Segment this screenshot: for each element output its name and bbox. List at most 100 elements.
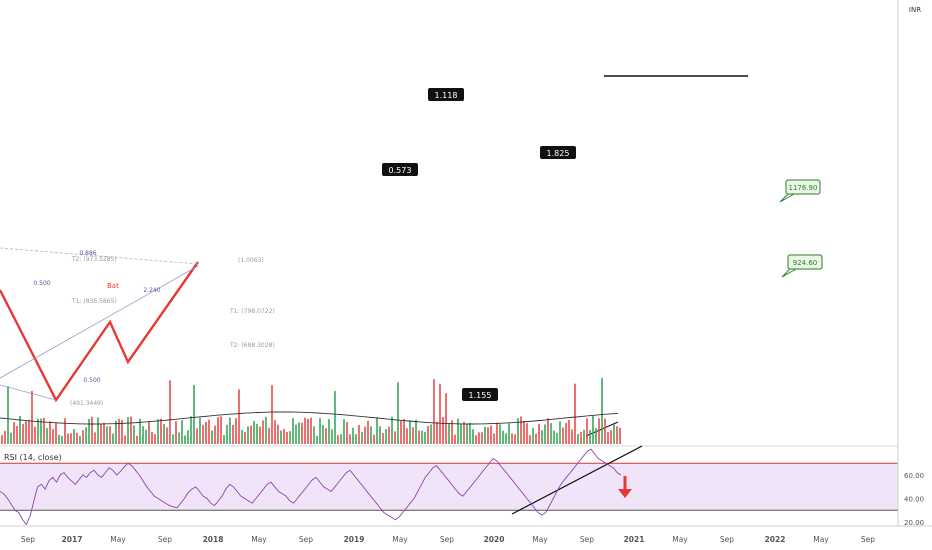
target-2-callout-box xyxy=(787,254,823,270)
volume-bar xyxy=(184,435,186,444)
volume-bar xyxy=(40,418,42,444)
volume-bar xyxy=(418,430,420,444)
volume-bar xyxy=(544,424,546,444)
time-tick-label: 2017 xyxy=(62,535,83,544)
volume-bar xyxy=(247,426,249,444)
volume-bar xyxy=(274,420,276,444)
volume-bar xyxy=(265,416,267,444)
volume-bar xyxy=(217,417,219,444)
volume-ma-line xyxy=(0,411,619,425)
ratio-xb-label-box xyxy=(382,163,418,176)
volume-bar xyxy=(112,433,114,444)
volume-bar xyxy=(103,422,105,444)
volume-bar xyxy=(334,390,336,444)
volume-bar xyxy=(85,427,87,444)
volume-bar xyxy=(49,421,51,444)
volume-bar xyxy=(145,429,147,444)
volume-bar xyxy=(607,432,609,444)
old-bat-ratio-line xyxy=(0,247,199,265)
volume-bar xyxy=(442,417,444,444)
volume-bar xyxy=(235,418,237,444)
volume-bar xyxy=(367,420,369,444)
volume-bar xyxy=(460,423,462,444)
volume-bar xyxy=(280,430,282,444)
time-tick-label: May xyxy=(392,535,408,544)
volume-bar xyxy=(445,393,447,444)
volume-bar xyxy=(349,434,351,444)
volume-bar xyxy=(469,422,471,444)
volume-bar xyxy=(70,433,72,444)
volume-bar xyxy=(193,385,195,444)
volume-bar xyxy=(289,431,291,444)
volume-bar xyxy=(601,377,603,444)
volume-bar xyxy=(595,428,597,444)
volume-bar xyxy=(295,424,297,444)
volume-bar xyxy=(547,418,549,444)
volume-bar xyxy=(448,423,450,444)
volume-bar xyxy=(55,423,57,444)
time-tick-label: 2020 xyxy=(484,535,505,544)
volume-bar xyxy=(424,431,426,444)
volume-bar xyxy=(124,435,126,444)
volume-bar xyxy=(238,389,240,444)
volume-bar xyxy=(142,426,144,444)
volume-bar xyxy=(400,420,402,444)
time-tick-label: Sep xyxy=(580,535,594,544)
rsi-tick-label: 20.00 xyxy=(904,519,924,527)
volume-bar xyxy=(355,434,357,444)
rsi-tick-label: 40.00 xyxy=(904,496,924,504)
rsi-pane: RSI (14, close) xyxy=(0,445,898,511)
volume-bar xyxy=(472,429,474,444)
target-1-callout: 1176.90 xyxy=(789,184,818,192)
volume-bar xyxy=(592,416,594,444)
volume-bar xyxy=(541,430,543,444)
time-tick-label: May xyxy=(251,535,267,544)
volume-bar xyxy=(526,423,528,444)
volume-bar xyxy=(10,432,12,444)
volume-bar xyxy=(7,386,9,444)
target-2-callout-pointer xyxy=(781,268,797,278)
volume-bar xyxy=(553,430,555,444)
volume-bar xyxy=(166,427,168,444)
volume-bar xyxy=(574,383,576,444)
old-projection-label: (491.3449) xyxy=(70,400,103,407)
target-1-callout-box xyxy=(785,179,821,195)
volume-bar xyxy=(31,390,33,444)
volume-bar xyxy=(397,382,399,444)
time-tick-label: Sep xyxy=(440,535,454,544)
volume-bar xyxy=(508,423,510,444)
volume-bar xyxy=(178,432,180,444)
volume-bar xyxy=(136,435,138,444)
volume-bar xyxy=(577,433,579,444)
volume-bar xyxy=(535,433,537,444)
volume-bar xyxy=(457,418,459,444)
volume-bar xyxy=(301,422,303,444)
volume-bar xyxy=(328,419,330,444)
volume-bar xyxy=(370,426,372,444)
rsi-line xyxy=(0,448,622,526)
volume-bar xyxy=(538,423,540,444)
volume-bar xyxy=(187,430,189,444)
volume-bar xyxy=(61,435,63,444)
volume-bar xyxy=(490,425,492,444)
volume-bar xyxy=(340,434,342,444)
time-tick-label: Sep xyxy=(158,535,172,544)
volume-bar xyxy=(283,428,285,444)
volume-bar xyxy=(52,429,54,444)
volume-bar xyxy=(550,423,552,444)
volume-bar xyxy=(28,419,30,444)
volume-bar xyxy=(481,432,483,444)
volume-bar xyxy=(358,424,360,444)
volume-bar xyxy=(154,434,156,444)
volume-bar xyxy=(16,426,18,444)
volume-bar xyxy=(343,419,345,444)
currency-label: INR xyxy=(909,6,921,14)
volume-bar xyxy=(220,416,222,444)
volume-bar xyxy=(586,418,588,444)
volume-bar xyxy=(307,418,309,444)
volume-bar xyxy=(163,424,165,444)
volume-bar xyxy=(433,379,435,444)
volume-bar xyxy=(385,429,387,444)
volume-bar xyxy=(67,433,69,444)
sell-arrow-head xyxy=(618,489,632,498)
